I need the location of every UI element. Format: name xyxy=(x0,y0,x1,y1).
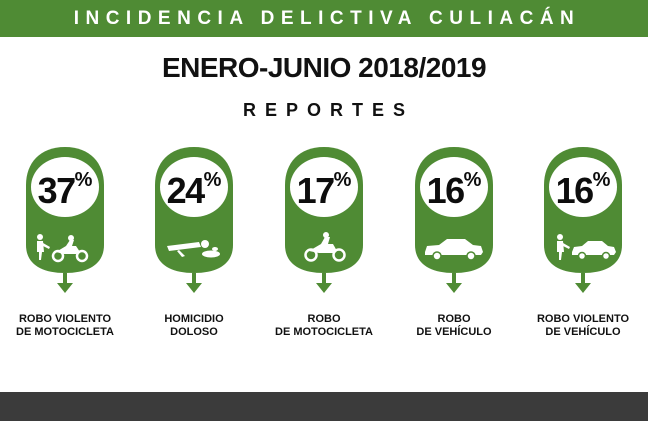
page-headline: ENERO-JUNIO 2018/2019 xyxy=(161,52,487,83)
motorcycle-icon xyxy=(304,232,346,262)
label-line2: DOLOSO xyxy=(170,326,218,338)
percent-value: 37 xyxy=(37,170,77,211)
page-subheading: REPORTES xyxy=(242,100,415,120)
percent-unit: % xyxy=(592,169,611,191)
label-line2: DE MOTOCICLETA xyxy=(275,326,373,338)
body-lying-icon xyxy=(167,240,220,258)
top-banner: INCIDENCIA DELICTIVA CULIACÁN xyxy=(0,0,648,37)
percent-unit: % xyxy=(74,169,93,191)
label-line1: ROBO VIOLENTO xyxy=(18,313,112,325)
label-line1: ROBO xyxy=(307,313,341,325)
footer-bar xyxy=(0,392,648,421)
percent-display: 37 % xyxy=(20,156,110,226)
person-car-icon xyxy=(557,234,616,261)
person-motorcycle-icon xyxy=(37,234,89,263)
percent-display: 24 % xyxy=(149,156,239,226)
percent-value: 16 xyxy=(426,170,466,211)
label-line2: DE MOTOCICLETA xyxy=(16,326,114,338)
label-line2: DE VEHÍCULO xyxy=(416,326,492,338)
percent-unit: % xyxy=(203,169,222,191)
percent-value: 16 xyxy=(555,170,595,211)
stat-label: HOMICIDIO DOLOSO xyxy=(128,313,260,339)
label-line1: ROBO xyxy=(437,313,471,325)
stat-label: ROBO DE VEHÍCULO xyxy=(388,313,520,339)
percent-unit: % xyxy=(333,169,352,191)
percent-display: 17 % xyxy=(279,156,369,226)
stat-label: ROBO DE MOTOCICLETA xyxy=(258,313,390,339)
percent-display: 16 % xyxy=(538,156,628,226)
stat-label: ROBO VIOLENTO DE VEHÍCULO xyxy=(517,313,648,339)
label-line1: HOMICIDIO xyxy=(164,313,224,325)
car-icon xyxy=(425,239,483,261)
label-line2: DE VEHÍCULO xyxy=(545,326,621,338)
percent-value: 17 xyxy=(296,170,336,211)
percent-display: 16 % xyxy=(409,156,499,226)
stat-label: ROBO VIOLENTO DE MOTOCICLETA xyxy=(0,313,131,339)
percent-value: 24 xyxy=(166,170,206,211)
label-line1: ROBO VIOLENTO xyxy=(536,313,630,325)
banner-title: INCIDENCIA DELICTIVA CULIACÁN xyxy=(73,7,581,29)
percent-unit: % xyxy=(463,169,482,191)
